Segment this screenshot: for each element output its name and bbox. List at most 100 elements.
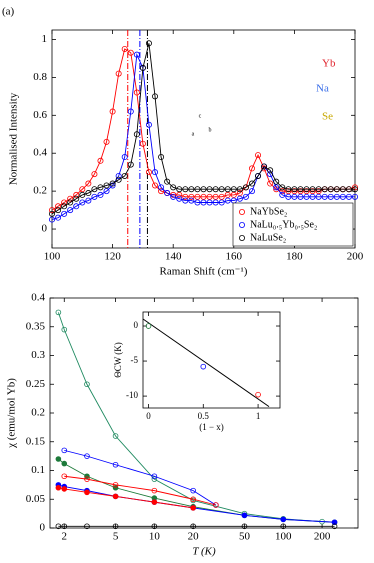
data-point (121, 154, 128, 161)
data-point (61, 523, 68, 530)
data-point (61, 447, 68, 454)
data-point (61, 203, 68, 210)
data-point (230, 191, 237, 198)
x-tick-label: 140 (165, 251, 182, 263)
data-point (103, 188, 110, 195)
x-tick-label: 50 (239, 531, 251, 543)
data-point (115, 172, 122, 179)
x-tick-label: 180 (286, 251, 303, 263)
x-tick-label: 5 (113, 531, 119, 543)
data-point (55, 523, 62, 530)
data-point (200, 193, 207, 200)
data-point (241, 512, 248, 519)
data-point (315, 186, 322, 193)
data-point (212, 186, 219, 193)
data-point (279, 184, 286, 191)
x-tick-label: 160 (226, 251, 243, 263)
data-point (315, 188, 322, 195)
data-point (109, 182, 116, 189)
x-tick-label: 1 (256, 411, 261, 421)
data-point (103, 182, 110, 189)
data-point (145, 40, 152, 47)
data-point (121, 45, 128, 52)
data-point (158, 154, 165, 161)
x-axis-label: Raman Shift (cm⁻¹) (160, 266, 248, 278)
y-tick-label: 0.2 (31, 407, 45, 419)
data-point (151, 523, 158, 530)
data-point (303, 186, 310, 193)
data-point (121, 172, 128, 179)
structure-label: Na (316, 83, 329, 95)
data-point (309, 188, 316, 195)
data-point (112, 493, 119, 500)
structure-label: Yb (322, 58, 336, 70)
legend-label: NaYbSe₂ (250, 206, 287, 217)
data-point (206, 193, 213, 200)
data-point (261, 163, 268, 170)
data-point (321, 186, 328, 193)
data-point (188, 193, 195, 200)
data-point (127, 161, 134, 168)
data-point (224, 191, 231, 198)
x-tick-label: 0 (146, 411, 151, 421)
data-point (194, 199, 201, 206)
y-tick-label: 0 (42, 223, 48, 235)
data-point (145, 169, 152, 176)
data-point (115, 70, 122, 77)
series (61, 473, 219, 508)
data-point (176, 191, 183, 198)
data-point (145, 323, 152, 329)
data-point (331, 523, 338, 530)
data-point (115, 176, 122, 183)
legend-marker (238, 221, 245, 228)
y-tick-label: 0.6 (33, 109, 47, 121)
data-point (97, 191, 104, 198)
legend-marker (238, 208, 245, 215)
data-point (218, 193, 225, 200)
fit-line (142, 318, 270, 408)
y-tick-label: 0.3 (31, 349, 45, 361)
y-axis-label: χ (emu/mol Yb) (6, 378, 18, 449)
x-axis-label: (1 − x) (199, 422, 224, 432)
data-point (164, 190, 171, 197)
data-point (291, 186, 298, 193)
data-point (194, 186, 201, 193)
data-point (194, 193, 201, 200)
data-point (279, 191, 286, 198)
data-point (176, 195, 183, 202)
y-tick-label: 0.4 (31, 292, 45, 304)
data-point (164, 178, 171, 185)
legend-marker (238, 234, 245, 241)
data-point (303, 188, 310, 195)
data-point (206, 199, 213, 206)
data-point (91, 186, 98, 193)
data-point (91, 193, 98, 200)
data-point (170, 184, 177, 191)
data-point (55, 203, 62, 210)
y-tick-label: 0.1 (31, 464, 45, 476)
data-point (285, 188, 292, 195)
data-point (85, 190, 92, 197)
data-point (67, 207, 74, 214)
data-point (297, 188, 304, 195)
data-point (176, 186, 183, 193)
data-point (351, 193, 358, 200)
data-point (236, 190, 243, 197)
data-point (273, 178, 280, 185)
data-point (327, 193, 334, 200)
data-point (230, 186, 237, 193)
data-point (112, 523, 119, 530)
x-tick-label: 2 (62, 531, 68, 543)
data-point (109, 108, 116, 115)
data-point (218, 199, 225, 206)
data-point (303, 193, 310, 200)
data-point (242, 193, 249, 200)
axis-triad-label: c (199, 113, 202, 119)
data-point (248, 188, 255, 195)
series (55, 523, 338, 530)
data-point (285, 186, 292, 193)
data-point (85, 180, 92, 187)
y-tick-label: -10 (126, 390, 138, 400)
series-line (57, 312, 323, 523)
